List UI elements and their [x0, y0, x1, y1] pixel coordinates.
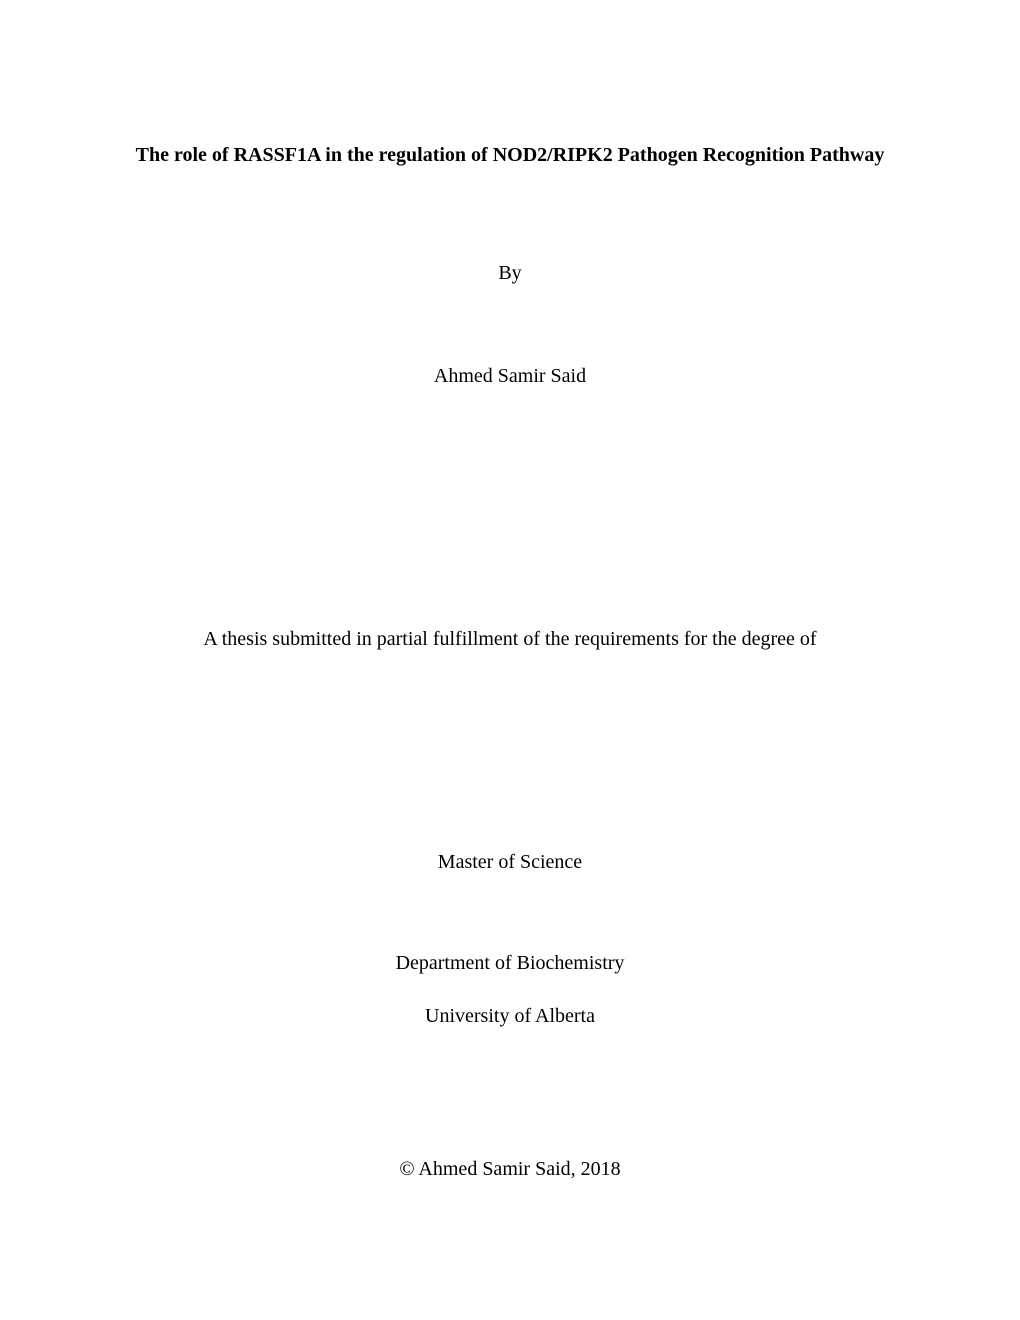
department: Department of Biochemistry [115, 952, 905, 975]
copyright-notice: © Ahmed Samir Said, 2018 [115, 1158, 905, 1181]
by-label: By [115, 262, 905, 285]
thesis-statement: A thesis submitted in partial fulfillmen… [115, 628, 905, 651]
thesis-title: The role of RASSF1A in the regulation of… [115, 140, 905, 170]
university: University of Alberta [115, 1005, 905, 1028]
author-name: Ahmed Samir Said [115, 365, 905, 388]
degree: Master of Science [115, 851, 905, 874]
thesis-title-page: The role of RASSF1A in the regulation of… [0, 0, 1020, 1320]
